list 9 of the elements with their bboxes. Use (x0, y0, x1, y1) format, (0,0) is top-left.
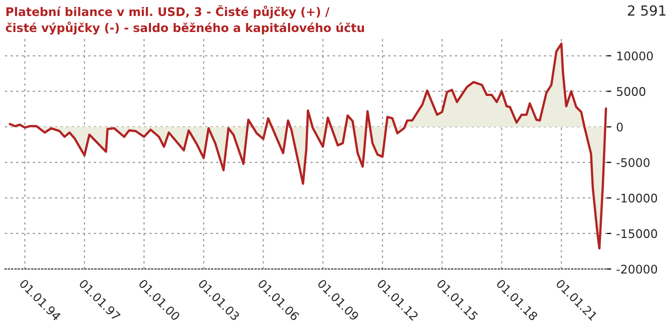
text: 2 591 (628, 5, 666, 16)
chart-title: Platební bilance v mil. USD, 3 - Čisté půjčky (+) / čisté výpůjčky (-) - saldo běžného a kapitálového účtu (6, 5, 364, 35)
y-tick-label: 0 (616, 122, 623, 132)
y-tick-label: -10000 (616, 194, 658, 203)
y-tick-label: 10000 (617, 51, 653, 60)
y-tick-label: -20000 (616, 264, 658, 274)
y-tick-label: -5000 (616, 158, 650, 168)
y-tick-label: -15000 (616, 229, 658, 238)
y-tick-label: 5000 (616, 87, 646, 96)
